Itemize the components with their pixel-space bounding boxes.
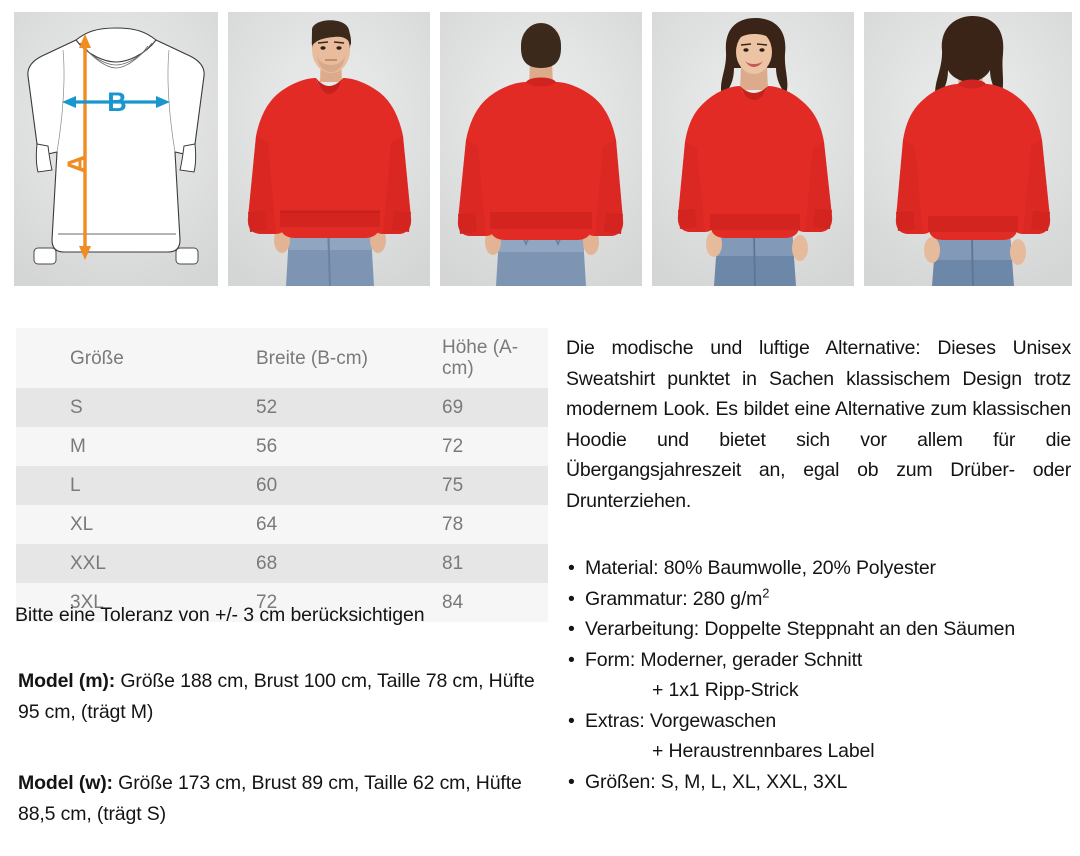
bullet-icon: • bbox=[568, 770, 575, 793]
width-dimension-arrow bbox=[62, 96, 170, 108]
gallery-item-model-male-back[interactable] bbox=[440, 12, 642, 286]
cell-width: 60 bbox=[256, 475, 278, 496]
cell-size: S bbox=[70, 397, 83, 418]
cell-size: XL bbox=[70, 514, 94, 535]
spec-text: Material: 80% Baumwolle, 20% Polyester bbox=[585, 557, 936, 579]
sweatshirt-technical-drawing: B A bbox=[14, 12, 218, 286]
cell-height: 81 bbox=[442, 553, 464, 574]
spec-superscript: 2 bbox=[762, 585, 770, 600]
list-item: • Material: 80% Baumwolle, 20% Polyester bbox=[566, 553, 1071, 584]
model-photo-female-front bbox=[652, 12, 854, 286]
gallery-item-model-female-front[interactable] bbox=[652, 12, 854, 286]
table-row: M 56 72 bbox=[16, 427, 548, 466]
model-photo-female-back bbox=[864, 12, 1072, 286]
gallery-item-model-female-back[interactable] bbox=[864, 12, 1072, 286]
cell-size: XXL bbox=[70, 553, 106, 574]
list-item: • Form: Moderner, gerader Schnitt bbox=[566, 645, 1071, 676]
spec-text: Form: Moderner, gerader Schnitt bbox=[585, 648, 863, 671]
product-specification-list: • Material: 80% Baumwolle, 20% Polyester… bbox=[566, 553, 1071, 797]
table-row: L 60 75 bbox=[16, 466, 548, 505]
cell-width: 56 bbox=[256, 436, 278, 457]
column-header-size: Größe bbox=[70, 347, 124, 369]
spec-text: Größen: S, M, L, XL, XXL, 3XL bbox=[585, 770, 848, 793]
list-item: • Extras: Vorgewaschen bbox=[566, 706, 1071, 737]
column-header-height: Höhe (A-cm) bbox=[442, 337, 519, 379]
model-male-text: Größe 188 cm, Brust 100 cm, Taille 78 cm… bbox=[18, 670, 535, 723]
product-image-gallery: B A bbox=[14, 12, 1072, 286]
spec-text: Verarbeitung: Doppelte Steppnaht an den … bbox=[585, 618, 1016, 640]
table-row: XXL 68 81 bbox=[16, 544, 548, 583]
cell-width: 64 bbox=[256, 514, 278, 535]
cell-size: 3XL bbox=[70, 592, 104, 613]
cell-width: 52 bbox=[256, 397, 278, 418]
spec-text: + Heraustrennbares Label bbox=[652, 740, 875, 762]
list-item: • Grammatur: 280 g/m2 bbox=[566, 584, 1071, 615]
spec-text: Grammatur: 280 g/m bbox=[585, 587, 763, 610]
cell-height: 72 bbox=[442, 436, 464, 457]
size-chart-table: Größe Breite (B-cm) Höhe (A-cm) S 52 69 … bbox=[16, 328, 548, 622]
model-female-label: Model (w): bbox=[18, 772, 113, 794]
bullet-icon: • bbox=[568, 648, 575, 671]
label-B: B bbox=[107, 87, 127, 117]
model-female-text: Größe 173 cm, Brust 89 cm, Taille 62 cm,… bbox=[18, 772, 522, 825]
cell-width: 68 bbox=[256, 553, 278, 574]
cell-height: 69 bbox=[442, 397, 464, 418]
bullet-icon: • bbox=[568, 587, 575, 610]
bullet-icon: • bbox=[568, 557, 575, 579]
cell-size: L bbox=[70, 475, 81, 496]
product-details-section: Größe Breite (B-cm) Höhe (A-cm) S 52 69 … bbox=[0, 318, 1080, 856]
product-description: Die modische und luftige Alternative: Di… bbox=[566, 337, 1071, 512]
cell-height: 75 bbox=[442, 475, 464, 496]
column-header-width: Breite (B-cm) bbox=[256, 347, 368, 369]
height-dimension-arrow bbox=[79, 34, 91, 260]
tolerance-note: Bitte eine Toleranz von +/- 3 cm berücks… bbox=[15, 604, 425, 626]
list-item: • Größen: S, M, L, XL, XXL, 3XL bbox=[566, 767, 1071, 798]
cell-size: M bbox=[70, 436, 86, 457]
cell-height: 84 bbox=[442, 592, 464, 613]
table-row: XL 64 78 bbox=[16, 505, 548, 544]
cell-width: 72 bbox=[256, 592, 278, 613]
model-female-measurements: Model (w): Größe 173 cm, Brust 89 cm, Ta… bbox=[18, 768, 546, 830]
model-photo-male-back bbox=[440, 12, 642, 286]
cell-height: 78 bbox=[442, 514, 464, 535]
bullet-icon: • bbox=[568, 709, 575, 732]
gallery-item-technical-size-diagram[interactable]: B A bbox=[14, 12, 218, 286]
spec-text: Extras: Vorgewaschen bbox=[585, 709, 777, 732]
model-photo-male-front bbox=[228, 12, 430, 286]
table-row: 3XL 72 84 bbox=[16, 583, 548, 622]
spec-text: + 1x1 Ripp-Strick bbox=[652, 679, 799, 701]
model-male-label: Model (m): bbox=[18, 670, 116, 692]
table-row: S 52 69 bbox=[16, 388, 548, 427]
gallery-item-model-male-front[interactable] bbox=[228, 12, 430, 286]
list-item-sub: + 1x1 Ripp-Strick bbox=[566, 675, 1071, 706]
bullet-icon: • bbox=[568, 618, 575, 640]
list-item: • Verarbeitung: Doppelte Steppnaht an de… bbox=[566, 614, 1071, 645]
list-item-sub: + Heraustrennbares Label bbox=[566, 736, 1071, 767]
model-male-measurements: Model (m): Größe 188 cm, Brust 100 cm, T… bbox=[18, 666, 546, 728]
table-header-row: Größe Breite (B-cm) Höhe (A-cm) bbox=[16, 328, 548, 388]
label-A: A bbox=[62, 154, 92, 174]
